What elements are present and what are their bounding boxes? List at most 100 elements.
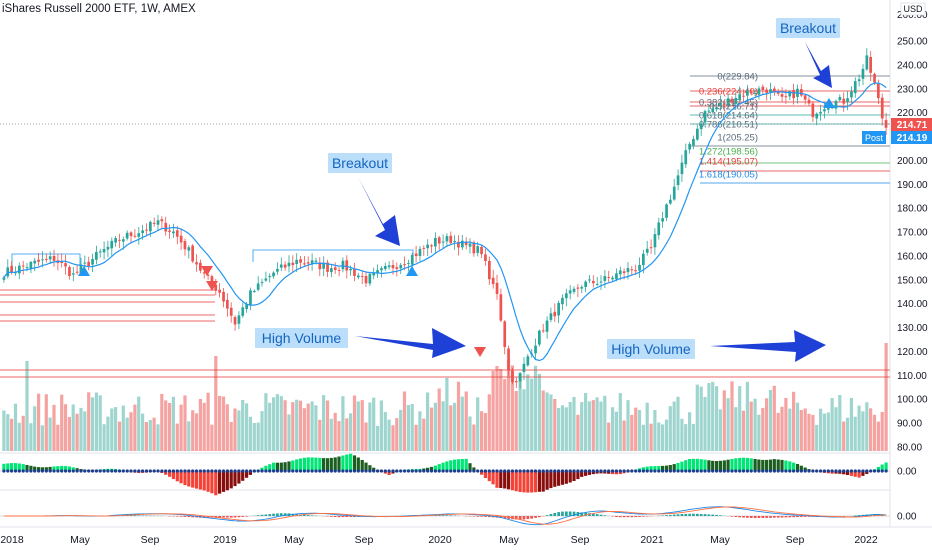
osc-bar [37, 467, 41, 471]
candle-body [237, 315, 241, 324]
candle-body [245, 303, 248, 309]
volume-bar [872, 414, 877, 451]
osc-bar [206, 471, 210, 492]
osc-dot [10, 469, 14, 473]
macd-histogram-bar [503, 516, 507, 519]
osc-bar [718, 460, 722, 471]
osc-dot [94, 469, 98, 473]
volume-bar [206, 392, 210, 451]
volume-bar [268, 402, 272, 451]
candle-body [434, 238, 437, 247]
sell-signal-triangle [474, 347, 486, 357]
osc-bar [10, 463, 14, 471]
osc-dot [545, 469, 549, 473]
volume-bar [322, 395, 326, 451]
volume-bar [807, 413, 811, 451]
osc-dot [522, 469, 526, 473]
candle-body [345, 260, 349, 271]
candle-body [495, 282, 499, 294]
candle-body [145, 229, 148, 231]
osc-dot [98, 469, 102, 473]
osc-dot [680, 469, 684, 473]
volume-bar [453, 402, 457, 451]
macd-histogram-bar [310, 515, 314, 516]
volume-bar [225, 404, 229, 451]
osc-bar [545, 471, 549, 490]
candle-body [353, 268, 356, 276]
osc-dot [314, 469, 318, 473]
osc-dot [622, 469, 626, 473]
osc-bar [441, 462, 445, 471]
price-tick-label: 260.00 [897, 10, 928, 21]
macd-histogram-bar [206, 516, 210, 518]
candle-body [395, 267, 399, 269]
osc-bar [302, 457, 306, 471]
volume-bar [668, 406, 672, 451]
osc-bar [52, 466, 56, 471]
candle-body [71, 273, 75, 275]
candle-body [256, 283, 260, 290]
osc-dot [803, 469, 807, 473]
osc-dot [352, 469, 357, 473]
candle-body [110, 240, 114, 249]
candle-body [850, 91, 853, 98]
volume-bar [117, 421, 122, 451]
macd-histogram-bar [742, 516, 745, 518]
macd-zero-label: 0.00 [897, 512, 917, 523]
candle-body [742, 95, 745, 97]
osc-dot [106, 469, 110, 473]
candle-body [195, 262, 198, 265]
volume-bar [483, 413, 487, 451]
osc-dot [202, 469, 206, 473]
osc-dot [707, 469, 711, 473]
candle-body [541, 330, 545, 332]
volume-bar [460, 396, 464, 451]
osc-bar [715, 461, 719, 471]
volume-bar [468, 416, 472, 451]
macd-histogram-bar [133, 515, 137, 516]
candle-body [206, 274, 210, 276]
osc-dot [160, 469, 164, 473]
osc-bar [202, 471, 206, 491]
volume-bar [599, 401, 603, 451]
osc-bar [861, 471, 865, 476]
candle-body [753, 93, 757, 95]
candle-body [457, 241, 460, 248]
candle-body [407, 263, 410, 265]
volume-bar [611, 407, 615, 451]
osc-dot [530, 469, 534, 473]
volume-bar [141, 413, 145, 451]
osc-bar [653, 466, 657, 471]
osc-bar [179, 471, 183, 484]
macd-histogram-bar [857, 515, 861, 516]
candle-body [391, 265, 395, 269]
candle-body [476, 246, 480, 253]
volume-bar [98, 395, 102, 451]
osc-bar [48, 466, 52, 471]
volume-bar [279, 396, 283, 451]
osc-bar [853, 471, 857, 477]
candle-body [141, 230, 144, 234]
macd-histogram-bar [276, 513, 279, 516]
price-axis-bg [890, 0, 932, 550]
osc-dot [518, 469, 522, 473]
candle-body [303, 263, 306, 265]
macd-histogram-bar [129, 515, 133, 516]
macd-histogram-bar [514, 516, 518, 520]
volume-bar [664, 419, 669, 451]
time-axis-label: 2021 [640, 534, 664, 546]
volume-bar [884, 343, 888, 451]
volume-bar [272, 397, 276, 451]
volume-bar [480, 411, 484, 451]
candle-body [626, 268, 630, 273]
osc-dot [811, 469, 815, 473]
candle-body [29, 261, 33, 269]
candle-body [826, 107, 830, 110]
osc-dot [499, 469, 503, 473]
osc-dot [618, 469, 622, 473]
osc-bar [168, 471, 172, 477]
last-price-label: 214.71 [897, 120, 928, 131]
volume-bar [699, 386, 703, 451]
volume-bar [549, 394, 553, 451]
